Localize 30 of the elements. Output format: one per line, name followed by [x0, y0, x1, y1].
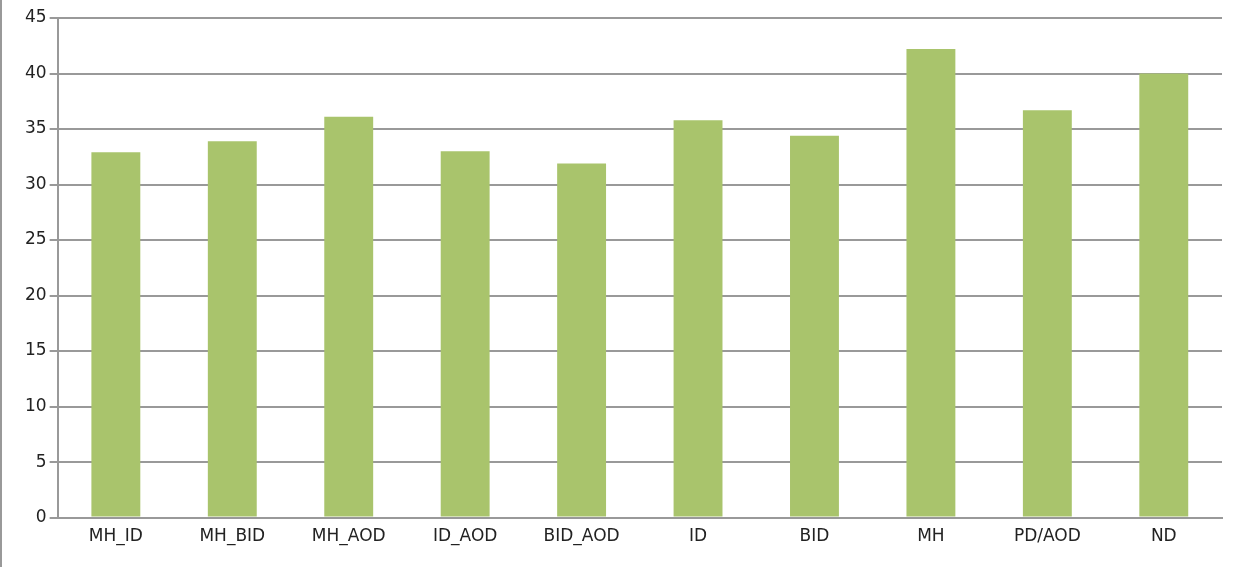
- y-tick-label: 20: [24, 283, 47, 304]
- y-tick-label: 0: [35, 506, 47, 527]
- bar: [906, 49, 956, 517]
- bar: [324, 116, 374, 517]
- y-tick-label: 45: [24, 6, 47, 27]
- x-tick-label: ID: [688, 525, 708, 546]
- x-tick-label: BID: [799, 525, 830, 546]
- y-tick-label: 35: [24, 117, 47, 138]
- x-tick-label: MH_BID: [199, 525, 266, 547]
- y-tick-label: 40: [24, 61, 47, 82]
- y-tick-label: 10: [24, 395, 47, 415]
- x-tick-label: ND: [1150, 525, 1177, 546]
- y-tick-label: 30: [24, 172, 47, 193]
- y-tick-label: 5: [35, 450, 47, 471]
- bar: [1022, 110, 1072, 517]
- bar: [91, 152, 141, 517]
- bar: [1139, 73, 1189, 517]
- bar: [440, 151, 490, 517]
- x-tick-label: PD/AOD: [1013, 525, 1081, 546]
- x-tick-label: MH_AOD: [311, 525, 386, 547]
- bar: [790, 135, 839, 517]
- x-tick-label: MH: [917, 525, 945, 546]
- x-tick-label: ID_AOD: [432, 525, 498, 547]
- x-tick-label: MH_ID: [88, 525, 143, 547]
- bar: [557, 163, 607, 517]
- y-tick-label: 25: [24, 228, 47, 249]
- bar: [207, 141, 257, 517]
- x-tick-label: BID_AOD: [543, 525, 620, 547]
- y-tick-label: 15: [24, 339, 47, 360]
- bar: [673, 120, 723, 517]
